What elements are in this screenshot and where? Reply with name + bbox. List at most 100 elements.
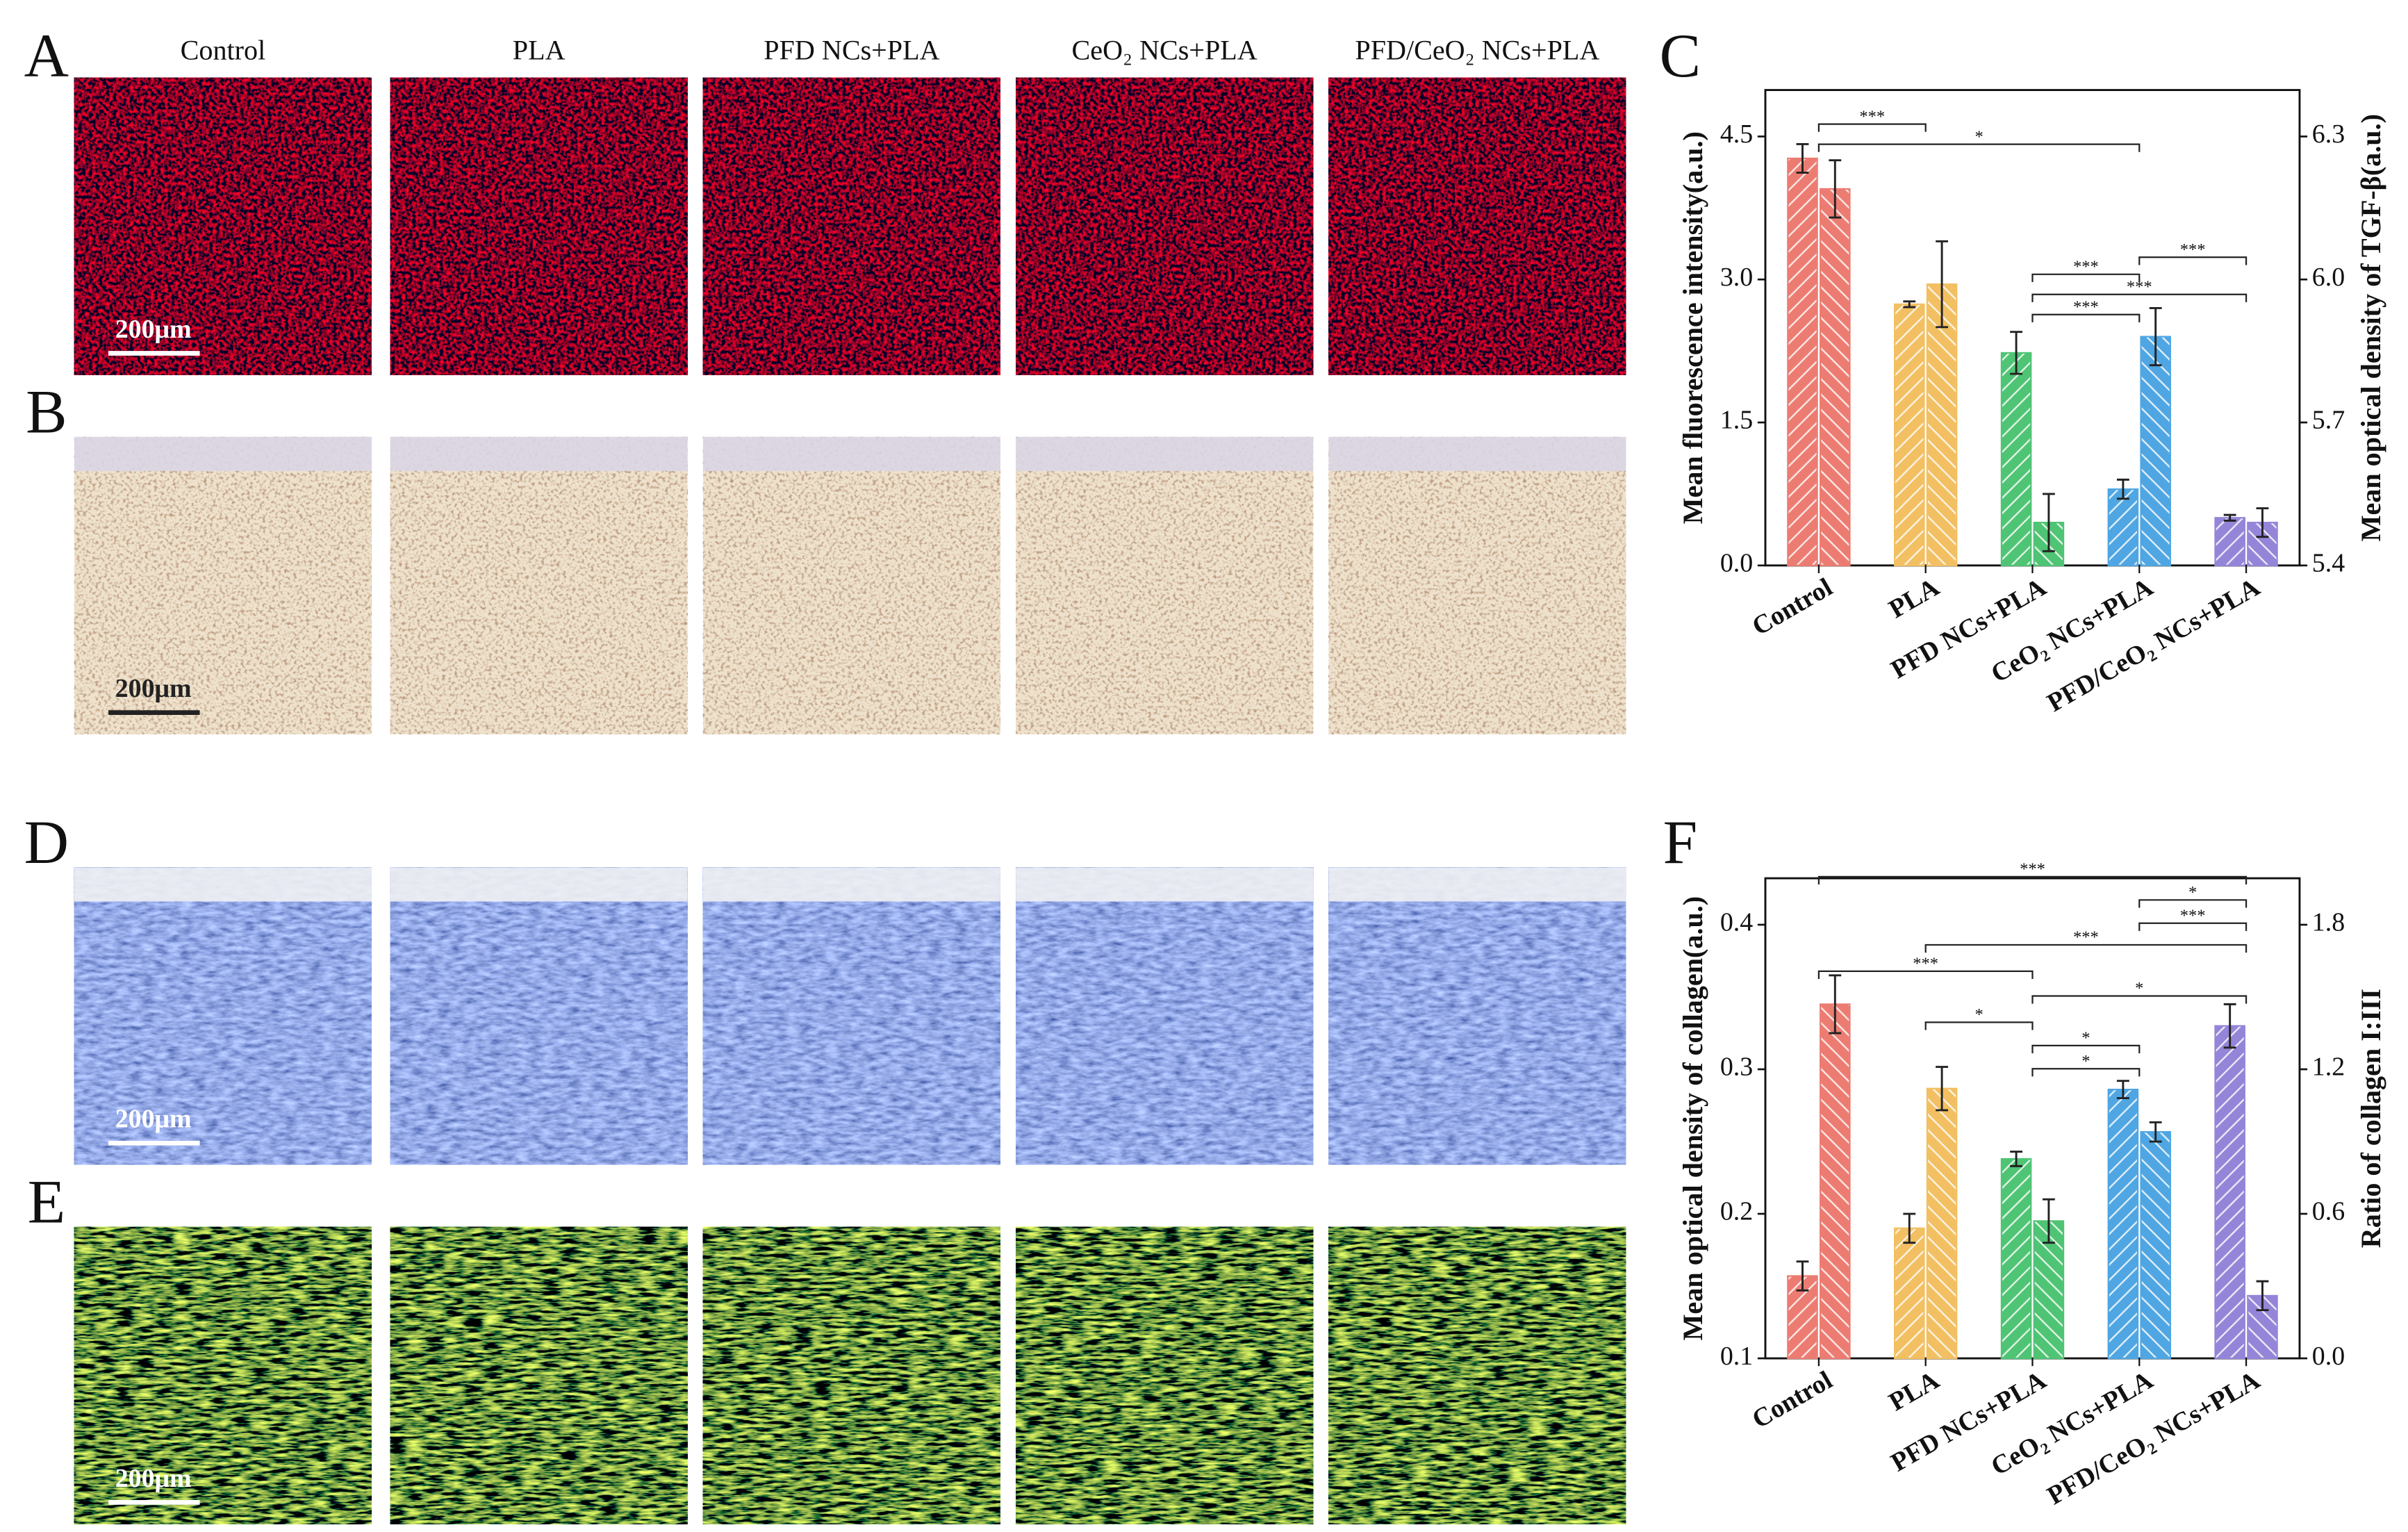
significance-label: * (1974, 1005, 1983, 1024)
tissue-edge (390, 436, 688, 471)
y-tick-label: 0.0 (1720, 549, 1753, 578)
micrograph-texture (1016, 1226, 1314, 1524)
significance-label: * (2135, 979, 2143, 998)
significance-bracket (1817, 123, 1927, 132)
y-axis-label: Mean optical density of collagen(a.u.) (1677, 896, 1708, 1340)
significance-label: * (2081, 1052, 2090, 1071)
error-bar (1903, 1212, 1916, 1244)
micrograph-texture (390, 77, 688, 375)
significance-bracket (1817, 143, 2141, 152)
micrograph-texture (390, 867, 688, 1165)
y-tick-label: 1.5 (1720, 406, 1753, 435)
error-bar (1829, 974, 1842, 1035)
scale-bar-label: 200μm (115, 1464, 192, 1493)
column-label: PFD/CeO₂ NCs+PLA (1355, 34, 1599, 65)
micrograph-texture (1328, 1226, 1626, 1524)
micrograph-texture (74, 867, 372, 1165)
error-bar (1829, 159, 1842, 219)
error-bar (1796, 1260, 1809, 1292)
tissue-edge (74, 436, 372, 471)
tissue-edge (390, 867, 688, 902)
significance-bracket (2031, 313, 2141, 322)
x-tick-label: Control (1747, 1365, 1838, 1434)
significance-bracket (2031, 1044, 2141, 1053)
error-bar (1936, 1066, 1949, 1112)
y-tick-label: 0.4 (1720, 908, 1753, 937)
bar (2140, 336, 2171, 566)
micrograph-texture (1016, 77, 1314, 375)
bar (1820, 188, 1851, 566)
significance-bracket (2138, 256, 2248, 265)
tissue-edge (1016, 867, 1314, 902)
error-bar (1903, 300, 1916, 308)
bar (1926, 1087, 1958, 1360)
bar (2107, 488, 2139, 566)
x-tick-label: Control (1747, 573, 1838, 641)
significance-label: * (2188, 883, 2197, 902)
micrographs: 200μm 200μm 200μm 200μm Control PLA PFD NCs+PL… (24, 22, 1701, 1524)
y2-tick-label: 5.7 (2312, 406, 2345, 435)
y-tick-label: 0.3 (1720, 1053, 1753, 1082)
significance-bracket (2031, 1068, 2141, 1077)
y-tick-label: 3.0 (1720, 263, 1753, 292)
micrograph-texture (1328, 77, 1626, 375)
bar (2214, 517, 2245, 566)
significance-bracket (1817, 970, 2034, 979)
y-tick-label: 4.5 (1720, 120, 1753, 149)
significance-label: *** (1859, 107, 1885, 126)
micrograph-texture (702, 436, 1000, 734)
error-bar (2116, 478, 2129, 500)
significance-bracket (2138, 899, 2248, 908)
bar-chart: 0.1 0.2 0.3 0.4 0.0 0.6 1.2 1.8 Mean optical den… (1677, 860, 2386, 1511)
y2-tick-label: 0.6 (2312, 1197, 2345, 1226)
micrograph-texture (390, 436, 688, 734)
significance-bracket (1924, 1021, 2034, 1030)
significance-label: *** (2073, 297, 2099, 316)
column-label: CeO₂ NCs+PLA (1072, 34, 1257, 65)
tissue-edge (1328, 867, 1626, 902)
charts: 0.0 1.5 3.0 4.5 5.4 5.7 6.0 6.3 Mean fluorescenc… (1677, 89, 2386, 1511)
panel-label: B (26, 379, 67, 447)
error-bar (2042, 1198, 2055, 1244)
bar (2107, 1089, 2139, 1360)
significance-bracket (2138, 922, 2248, 931)
y2-tick-label: 6.0 (2312, 263, 2345, 292)
y2-tick-label: 6.3 (2312, 120, 2345, 149)
micrograph-texture (74, 77, 372, 375)
tissue-edge (1016, 436, 1314, 471)
scale-bar-label: 200μm (115, 315, 192, 344)
y2-tick-label: 1.2 (2312, 1053, 2345, 1082)
bar (2000, 352, 2032, 566)
significance-label: *** (2020, 860, 2045, 879)
bar-chart: 0.0 1.5 3.0 4.5 5.4 5.7 6.0 6.3 Mean fluorescenc… (1677, 89, 2386, 718)
x-tick-label: PLA (1884, 573, 1945, 625)
error-bar (1796, 142, 1809, 174)
error-bar (2149, 1121, 2162, 1143)
column-label: PLA (513, 34, 566, 65)
bar (1893, 1227, 1925, 1360)
significance-bracket (1924, 944, 2248, 953)
scale-bar-label: 200μm (115, 674, 192, 703)
significance-label: *** (1913, 955, 1938, 973)
scale-bar-label: 200μm (115, 1105, 192, 1134)
significance-label: * (1974, 127, 1983, 146)
y2-tick-label: 1.8 (2312, 908, 2345, 937)
micrograph-texture (390, 1226, 688, 1524)
micrograph-texture (702, 1226, 1000, 1524)
micrograph-texture (74, 436, 372, 734)
bar (1787, 157, 1818, 566)
significance-label: *** (2073, 928, 2099, 947)
bar (2033, 1220, 2065, 1360)
significance-label: *** (2180, 906, 2206, 925)
micrograph-texture (1016, 867, 1314, 1165)
column-label: Control (181, 34, 266, 65)
significance-bracket (1817, 875, 2248, 885)
panel-label: C (1660, 22, 1701, 90)
y-tick-label: 0.1 (1720, 1342, 1753, 1371)
panel-label: A (24, 22, 69, 90)
error-bar (2256, 507, 2269, 538)
micrograph-texture (74, 1226, 372, 1524)
significance-label: *** (2127, 277, 2152, 296)
